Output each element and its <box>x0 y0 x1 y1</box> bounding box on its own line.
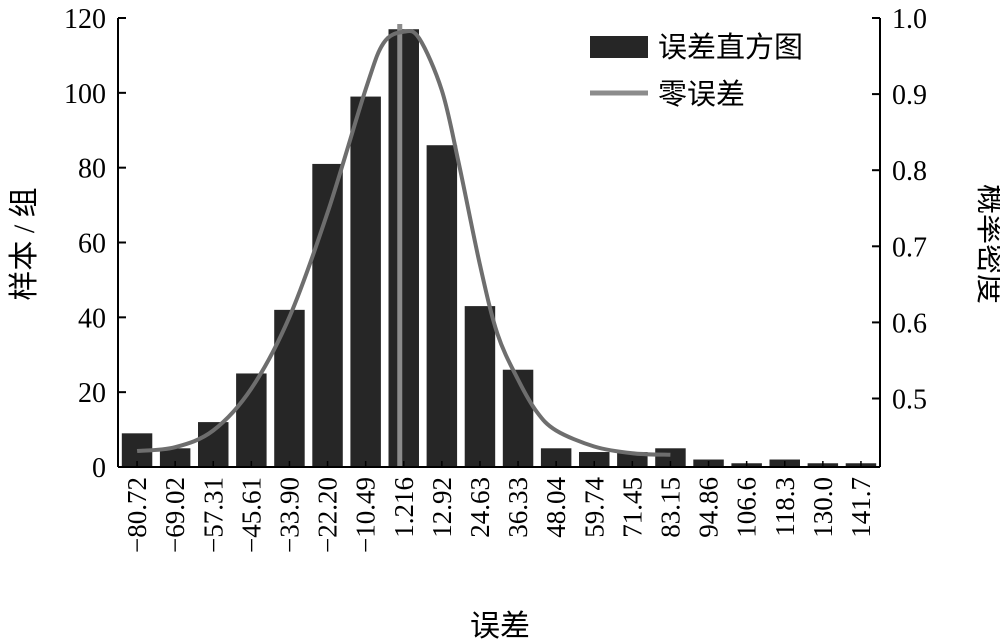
x-tick-label: 71.45 <box>617 477 647 538</box>
right-y-tick-label: 1.0 <box>892 4 927 35</box>
x-axis-title: 误差 <box>470 610 530 643</box>
left-y-tick-label: 40 <box>78 303 106 334</box>
histogram-bar <box>540 448 572 467</box>
right-y-tick-label: 0.7 <box>892 232 927 263</box>
curve-layer <box>136 24 671 467</box>
x-tick-label: 36.33 <box>503 477 533 538</box>
x-tick-label: 1.216 <box>389 477 419 538</box>
left-y-tick-label: 20 <box>78 378 106 409</box>
right-y-axis-title: 概率密度 <box>973 184 1000 304</box>
probability-density-curve <box>136 28 671 457</box>
left-y-tick-label: 80 <box>78 154 106 185</box>
axes-layer <box>117 18 881 468</box>
left-y-tick-label: 100 <box>64 79 106 110</box>
histogram-bar <box>350 96 381 467</box>
histogram-bar <box>579 452 610 467</box>
legend-swatch-histogram <box>590 36 648 58</box>
left-y-tick-label: 0 <box>92 453 106 484</box>
x-tick-label: −45.61 <box>236 477 266 553</box>
right-y-tick-label: 0.8 <box>892 156 927 187</box>
x-tick-label: 118.3 <box>770 477 800 537</box>
legend-label-histogram: 误差直方图 <box>658 31 803 64</box>
histogram-bar <box>274 309 305 467</box>
x-tick-label: 83.15 <box>656 477 686 538</box>
histogram-bar <box>502 369 534 467</box>
right-y-tick-label: 0.9 <box>892 80 927 111</box>
left-y-tick-label: 60 <box>78 229 106 260</box>
x-tick-label: 48.04 <box>541 477 571 538</box>
x-tick-label: 24.63 <box>465 477 495 538</box>
x-tick-label: 141.7 <box>846 477 876 538</box>
legend: 误差直方图 零误差 <box>590 31 803 111</box>
left-y-axis-title: 样本 / 组 <box>8 187 41 300</box>
x-tick-label: −22.20 <box>313 477 343 553</box>
x-tick-label: −69.02 <box>160 477 190 553</box>
x-tick-label: −80.72 <box>122 477 152 553</box>
histogram-bar <box>159 448 191 467</box>
left-y-tick-label: 120 <box>64 4 106 35</box>
legend-label-zero-error: 零误差 <box>658 78 745 111</box>
x-tick-label: −10.49 <box>351 477 381 553</box>
x-tick-label: −57.31 <box>198 477 228 553</box>
ticks-layer: 0204060801001200.50.60.70.80.91.0−80.72−… <box>64 4 927 553</box>
right-y-tick-label: 0.6 <box>892 308 927 339</box>
histogram-bar <box>426 145 458 467</box>
x-tick-label: 59.74 <box>579 477 609 538</box>
bars-layer <box>121 29 877 468</box>
x-tick-label: −33.90 <box>275 477 305 553</box>
histogram-bar <box>388 29 419 467</box>
x-tick-label: 94.86 <box>694 477 724 538</box>
x-tick-label: 106.6 <box>732 477 762 538</box>
x-tick-label: 12.92 <box>427 477 457 538</box>
x-tick-label: 130.0 <box>808 477 838 538</box>
right-y-tick-label: 0.5 <box>892 385 927 416</box>
histogram-bar <box>464 306 496 467</box>
